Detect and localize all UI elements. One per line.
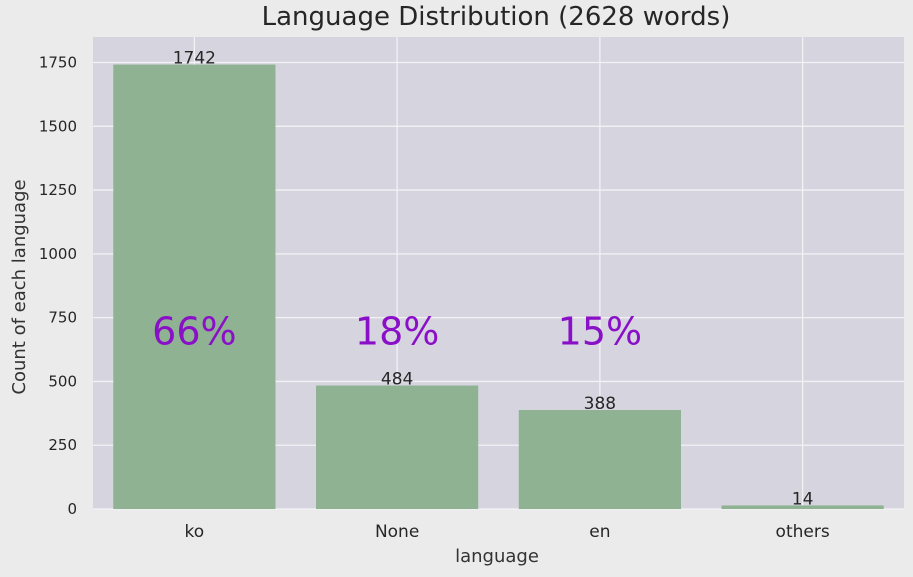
chart-title: Language Distribution (2628 words) [262,2,731,32]
percent-label: 15% [558,309,642,353]
value-label: 14 [792,489,814,509]
value-label: 388 [584,394,616,414]
y-tick-label: 1500 [39,117,77,135]
y-tick-label: 0 [67,500,77,518]
percent-label: 66% [152,309,236,353]
x-tick-label: others [776,522,830,542]
value-labels: 1742 484 388 14 [173,49,814,510]
y-tick-label: 250 [48,436,77,454]
value-label: 484 [381,370,413,390]
x-axis-label: language [455,546,539,567]
bar-none [316,385,479,509]
y-tick-label: 1750 [39,54,77,72]
y-axis-label: Count of each language [9,179,30,394]
percent-label: 18% [355,309,439,353]
y-tick-label: 1250 [39,181,77,199]
y-tick-label: 750 [48,309,77,327]
y-tick-label: 1000 [39,245,77,263]
bar-en [518,410,681,509]
bar-others [721,505,884,509]
x-tick-label: None [375,522,419,542]
x-tick-label: ko [185,522,205,542]
y-tick-label: 500 [48,372,77,390]
percent-labels: 66% 18% 15% [152,309,642,353]
bar-ko [113,64,276,509]
x-axis-ticks: ko None en others [185,522,830,542]
y-axis-ticks: 0 250 500 750 1000 1250 1500 1750 [39,54,77,518]
bars [113,64,884,509]
value-label: 1742 [173,49,216,69]
x-tick-label: en [589,522,610,542]
